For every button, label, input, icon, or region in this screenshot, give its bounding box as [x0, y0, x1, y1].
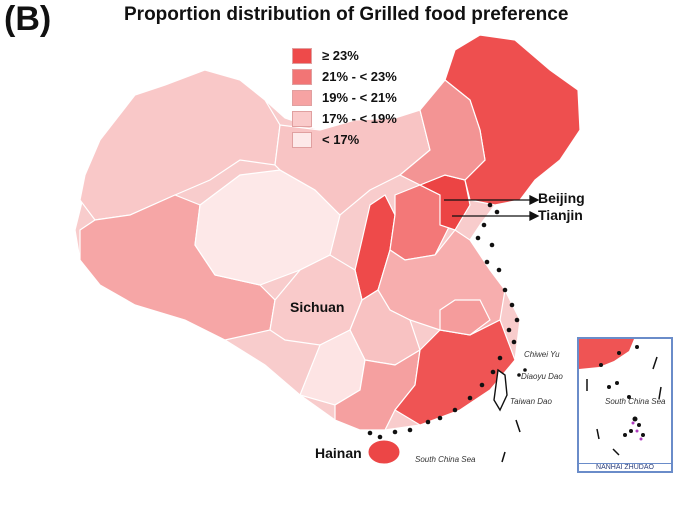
legend-swatch — [292, 131, 312, 148]
map-title: Proportion distribution of Grilled food … — [124, 4, 569, 25]
legend-row: 21% - < 23% — [292, 66, 397, 87]
legend-row: ≥ 23% — [292, 45, 397, 66]
inset-map — [579, 339, 662, 456]
region-jiangxi — [439, 299, 491, 336]
label-chiwei-yu: Chiwei Yu — [524, 350, 560, 359]
label-taiwan-dao: Taiwan Dao — [510, 397, 552, 406]
label-tianjin: Tianjin — [538, 207, 583, 223]
legend-swatch — [292, 110, 312, 127]
legend-row: < 17% — [292, 129, 397, 150]
region-inner-mongolia — [398, 79, 486, 186]
region-tibet — [79, 194, 276, 341]
legend-row: 17% - < 19% — [292, 108, 397, 129]
nanhai-inset: South China Sea NANHAI ZHUDAO — [577, 337, 673, 473]
taiwan-island — [493, 368, 508, 412]
label-diaoyu-dao: Diaoyu Dao — [521, 372, 563, 381]
inset-label-south-china-sea: South China Sea — [605, 397, 666, 406]
legend-label: ≥ 23% — [322, 48, 359, 63]
inset-islands — [599, 345, 645, 437]
legend: ≥ 23% 21% - < 23% 19% - < 21% 17% - < 19… — [292, 45, 397, 150]
legend-label: < 17% — [322, 132, 360, 147]
region-xinjiang — [79, 69, 281, 221]
legend-label: 19% - < 21% — [322, 90, 397, 105]
inset-dashes — [586, 356, 662, 456]
inset-coast — [579, 339, 634, 369]
legend-label: 17% - < 19% — [322, 111, 397, 126]
legend-swatch — [292, 89, 312, 106]
region-guangdong — [394, 319, 516, 426]
label-sichuan: Sichuan — [290, 299, 345, 315]
south-sea-dashes — [501, 419, 521, 463]
panel-label: (B) — [4, 0, 52, 38]
label-south-china-sea: South China Sea — [415, 455, 476, 464]
legend-swatch — [292, 68, 312, 85]
pointer-arrows — [444, 194, 540, 222]
label-hainan: Hainan — [315, 445, 362, 461]
legend-label: 21% - < 23% — [322, 69, 397, 84]
inset-purple-islands — [631, 421, 643, 441]
coastline-islands — [367, 202, 527, 440]
region-hainan — [367, 439, 401, 465]
inset-title: NANHAI ZHUDAO — [579, 463, 671, 471]
legend-row: 19% - < 21% — [292, 87, 397, 108]
label-beijing: Beijing — [538, 190, 585, 206]
legend-swatch — [292, 47, 312, 64]
